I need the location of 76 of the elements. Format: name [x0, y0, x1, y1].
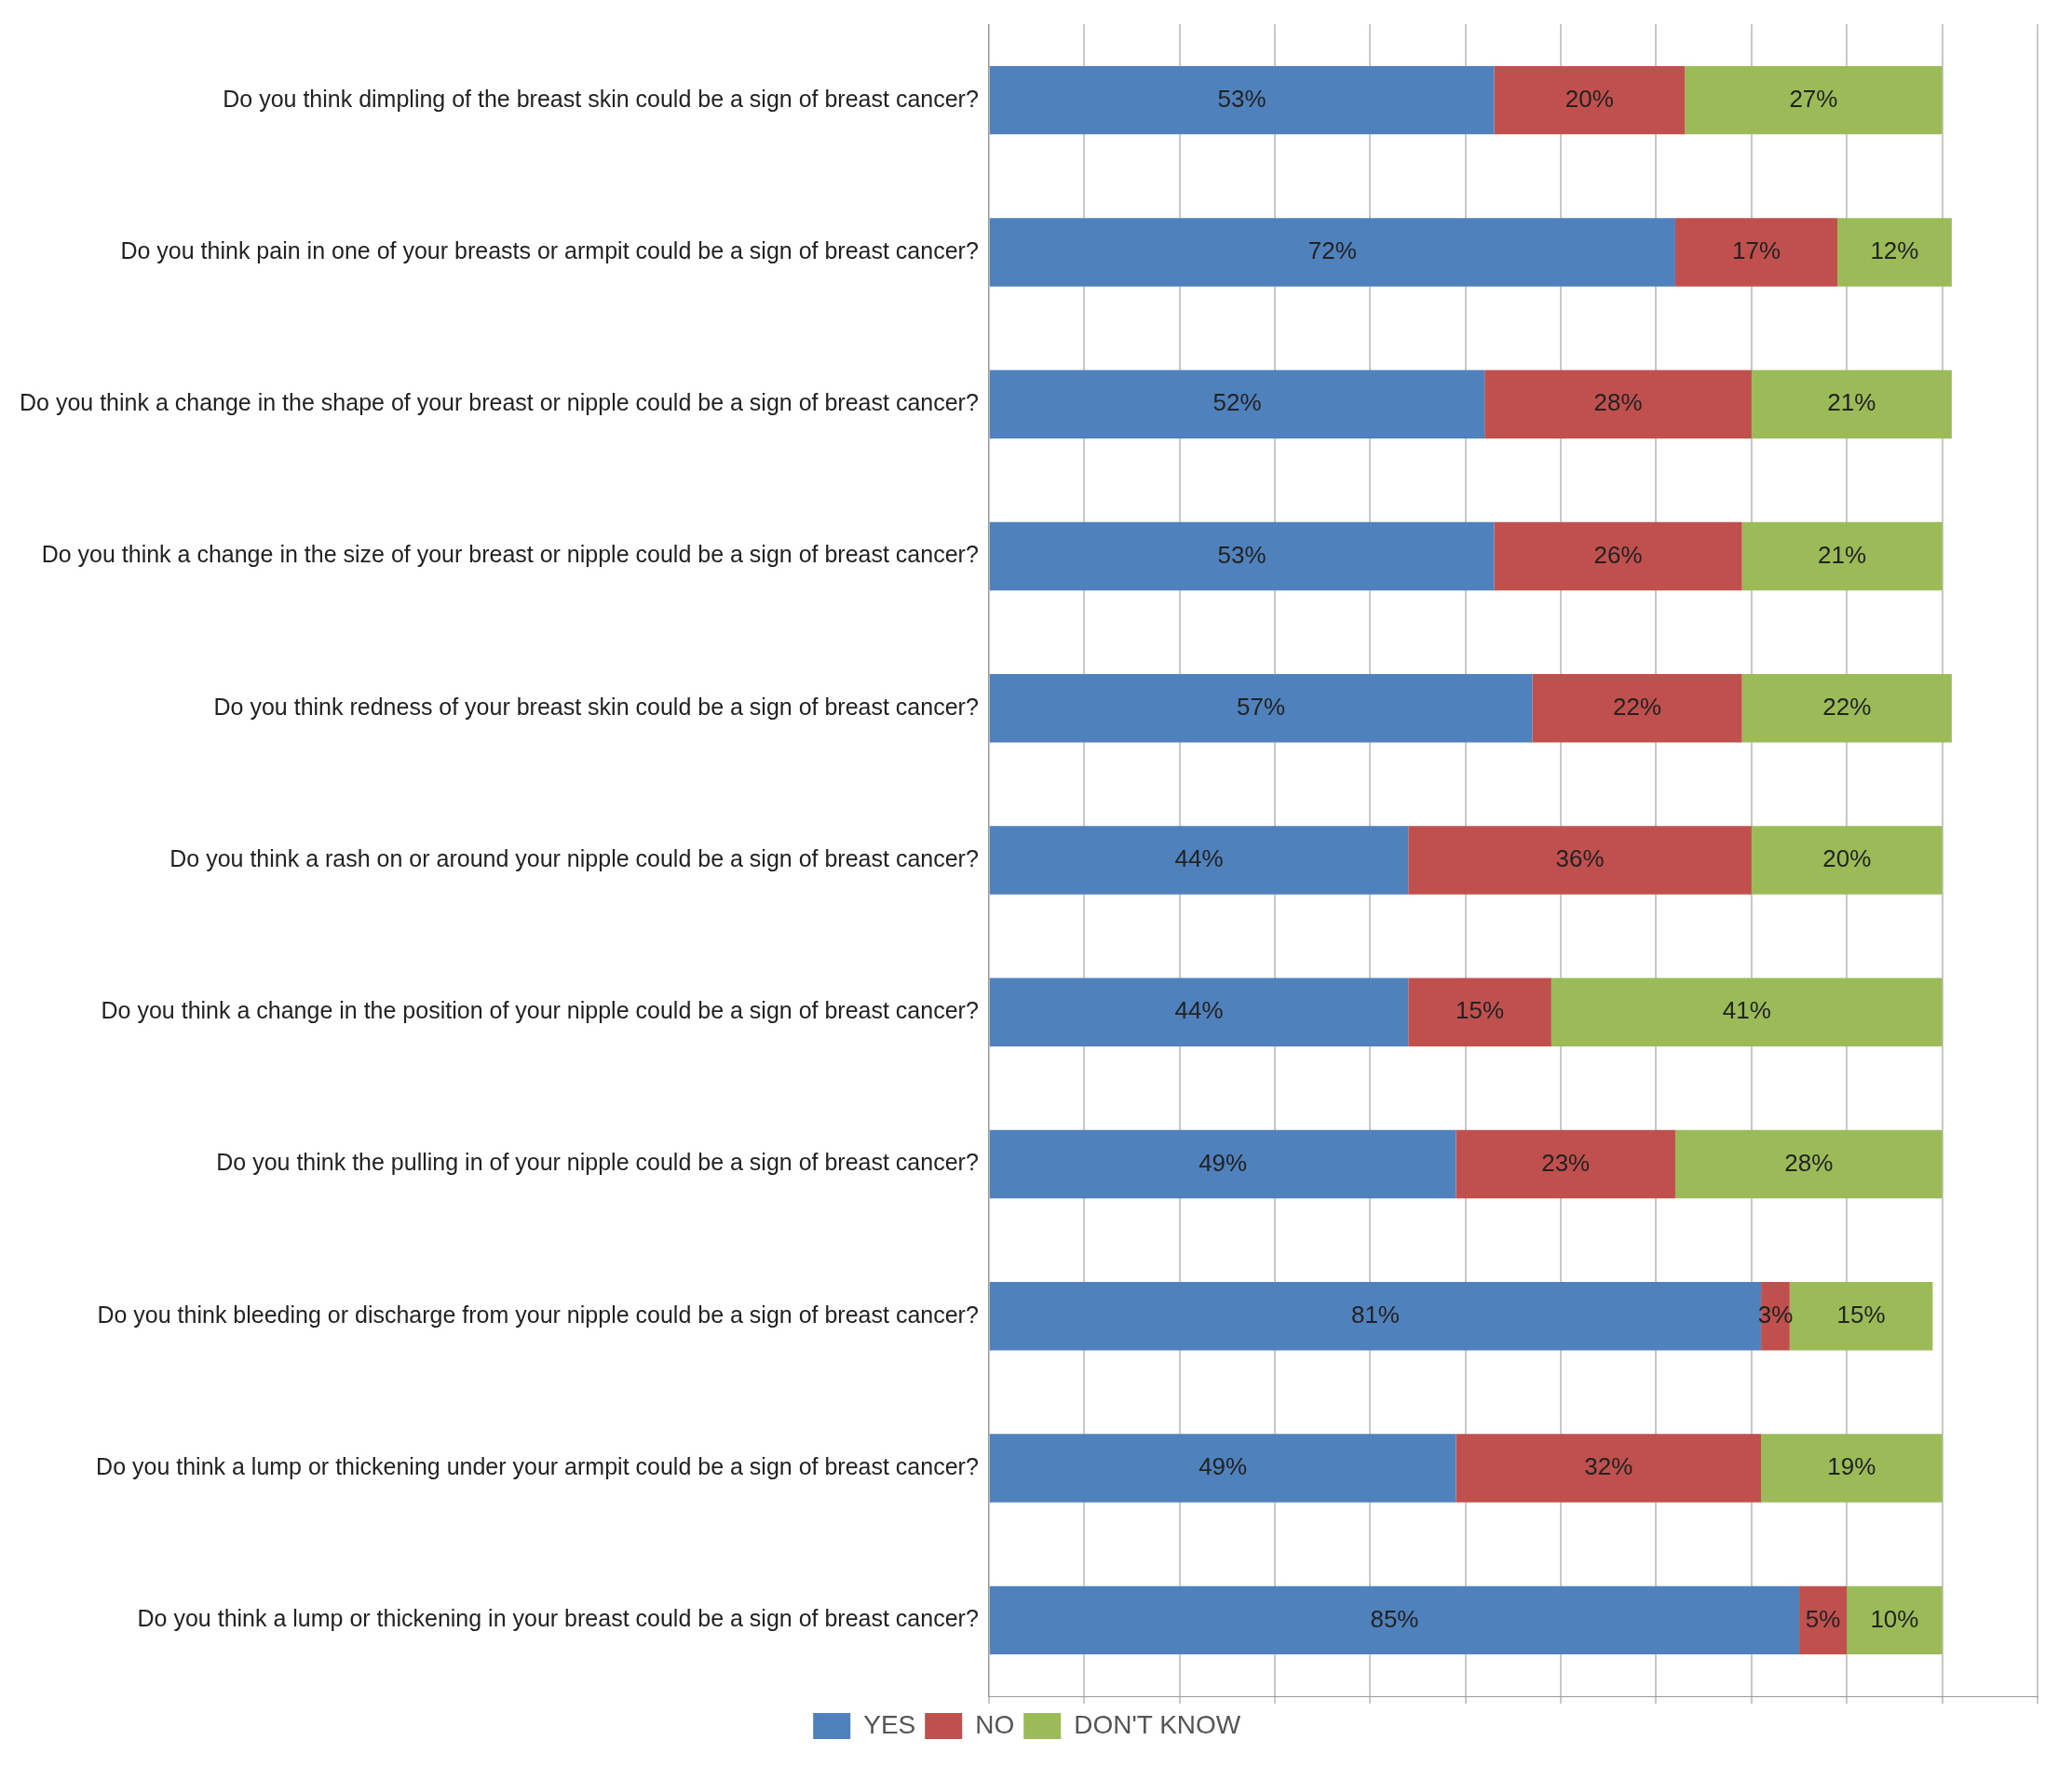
y-tick-label: Do you think a change in the position of your nipple could be a sign of breast cancer? — [101, 997, 979, 1024]
data-label: 28% — [1784, 1148, 1834, 1177]
data-label: 26% — [1593, 540, 1643, 569]
bar — [989, 1434, 1456, 1503]
bar — [989, 978, 1409, 1047]
y-tick-label: Do you think the pulling in of your nipple could be a sign of breast cancer? — [216, 1149, 979, 1176]
data-label: 17% — [1731, 236, 1781, 265]
bar — [989, 218, 1675, 287]
data-label: 23% — [1541, 1148, 1591, 1177]
bar — [1751, 826, 1943, 895]
data-label: 44% — [1174, 996, 1224, 1025]
data-label: 41% — [1722, 996, 1771, 1025]
bar — [1674, 1129, 1943, 1199]
legend-label: DON'T KNOW — [1074, 1709, 1241, 1739]
y-tick-label: Do you think a change in the size of your breast or nipple could be a sign of breast cancer? — [41, 541, 979, 568]
bar — [1456, 1129, 1675, 1199]
bar — [1408, 978, 1551, 1047]
y-tick-label: Do you think a lump or thickening under your armpit could be a sign of breast cancer? — [96, 1452, 979, 1479]
y-tick-label: Do you think pain in one of your breasts or armpit could be a sign of breast cancer? — [120, 236, 979, 263]
y-tick-label: Do you think a rash on or around your nipple could be a sign of breast cancer? — [169, 844, 979, 871]
bar — [1741, 521, 1943, 591]
bar — [1847, 1585, 1943, 1655]
data-label: 53% — [1217, 84, 1266, 113]
bar — [1761, 1434, 1943, 1503]
data-label: 12% — [1870, 236, 1919, 265]
bar — [1551, 978, 1943, 1047]
bar — [1494, 521, 1742, 591]
bar — [989, 65, 1495, 135]
bar — [1674, 218, 1837, 287]
bar — [1456, 1434, 1762, 1503]
bar — [989, 521, 1495, 591]
y-tick-label: Do you think redness of your breast skin could be a sign of breast cancer? — [213, 693, 979, 720]
data-label: 49% — [1199, 1148, 1248, 1177]
data-label: 27% — [1789, 84, 1838, 113]
data-label: 10% — [1870, 1604, 1919, 1633]
data-label: 22% — [1822, 692, 1872, 721]
data-label: 28% — [1593, 388, 1643, 417]
data-label: 15% — [1456, 996, 1505, 1025]
data-label: 49% — [1199, 1452, 1248, 1481]
bar — [1751, 370, 1952, 438]
bar — [1494, 65, 1686, 135]
data-label: 81% — [1350, 1300, 1400, 1329]
data-label: 44% — [1174, 844, 1224, 873]
data-label: 20% — [1564, 84, 1614, 113]
legend-label: YES — [863, 1709, 916, 1739]
y-tick-label: Do you think a change in the shape of your breast or nipple could be a sign of breast cancer? — [19, 389, 979, 416]
data-label: 57% — [1237, 692, 1286, 721]
bar — [989, 1129, 1456, 1199]
y-tick-label: Do you think dimpling of the breast skin could be a sign of breast cancer? — [223, 85, 979, 112]
y-tick-label: Do you think bleeding or discharge from your nipple could be a sign of breast cancer? — [97, 1301, 979, 1328]
bar — [989, 826, 1409, 895]
data-label: 85% — [1370, 1604, 1419, 1633]
bar — [1685, 65, 1943, 135]
data-label: 21% — [1827, 388, 1876, 417]
data-label: 36% — [1555, 844, 1605, 873]
data-label: 52% — [1212, 388, 1262, 417]
bar — [989, 673, 1533, 743]
data-label: 19% — [1827, 1452, 1876, 1481]
data-label: 5% — [1805, 1604, 1841, 1633]
data-label: 22% — [1612, 692, 1662, 721]
bar — [1799, 1585, 1848, 1655]
bar — [1532, 673, 1742, 743]
y-tick-label: Do you think a lump or thickening in your breast could be a sign of breast cancer? — [137, 1605, 979, 1632]
bar — [1408, 826, 1752, 895]
legend-label: NO — [975, 1709, 1015, 1739]
bar — [989, 370, 1485, 438]
data-label: 72% — [1307, 236, 1357, 265]
bar — [1484, 370, 1752, 438]
data-label: 32% — [1584, 1452, 1633, 1481]
data-label: 21% — [1818, 540, 1867, 569]
bar — [1837, 218, 1952, 287]
data-label: 53% — [1217, 540, 1266, 569]
bar — [1741, 673, 1952, 743]
data-label: 20% — [1822, 844, 1872, 873]
data-label: 15% — [1836, 1300, 1886, 1329]
bar — [989, 1585, 1800, 1655]
